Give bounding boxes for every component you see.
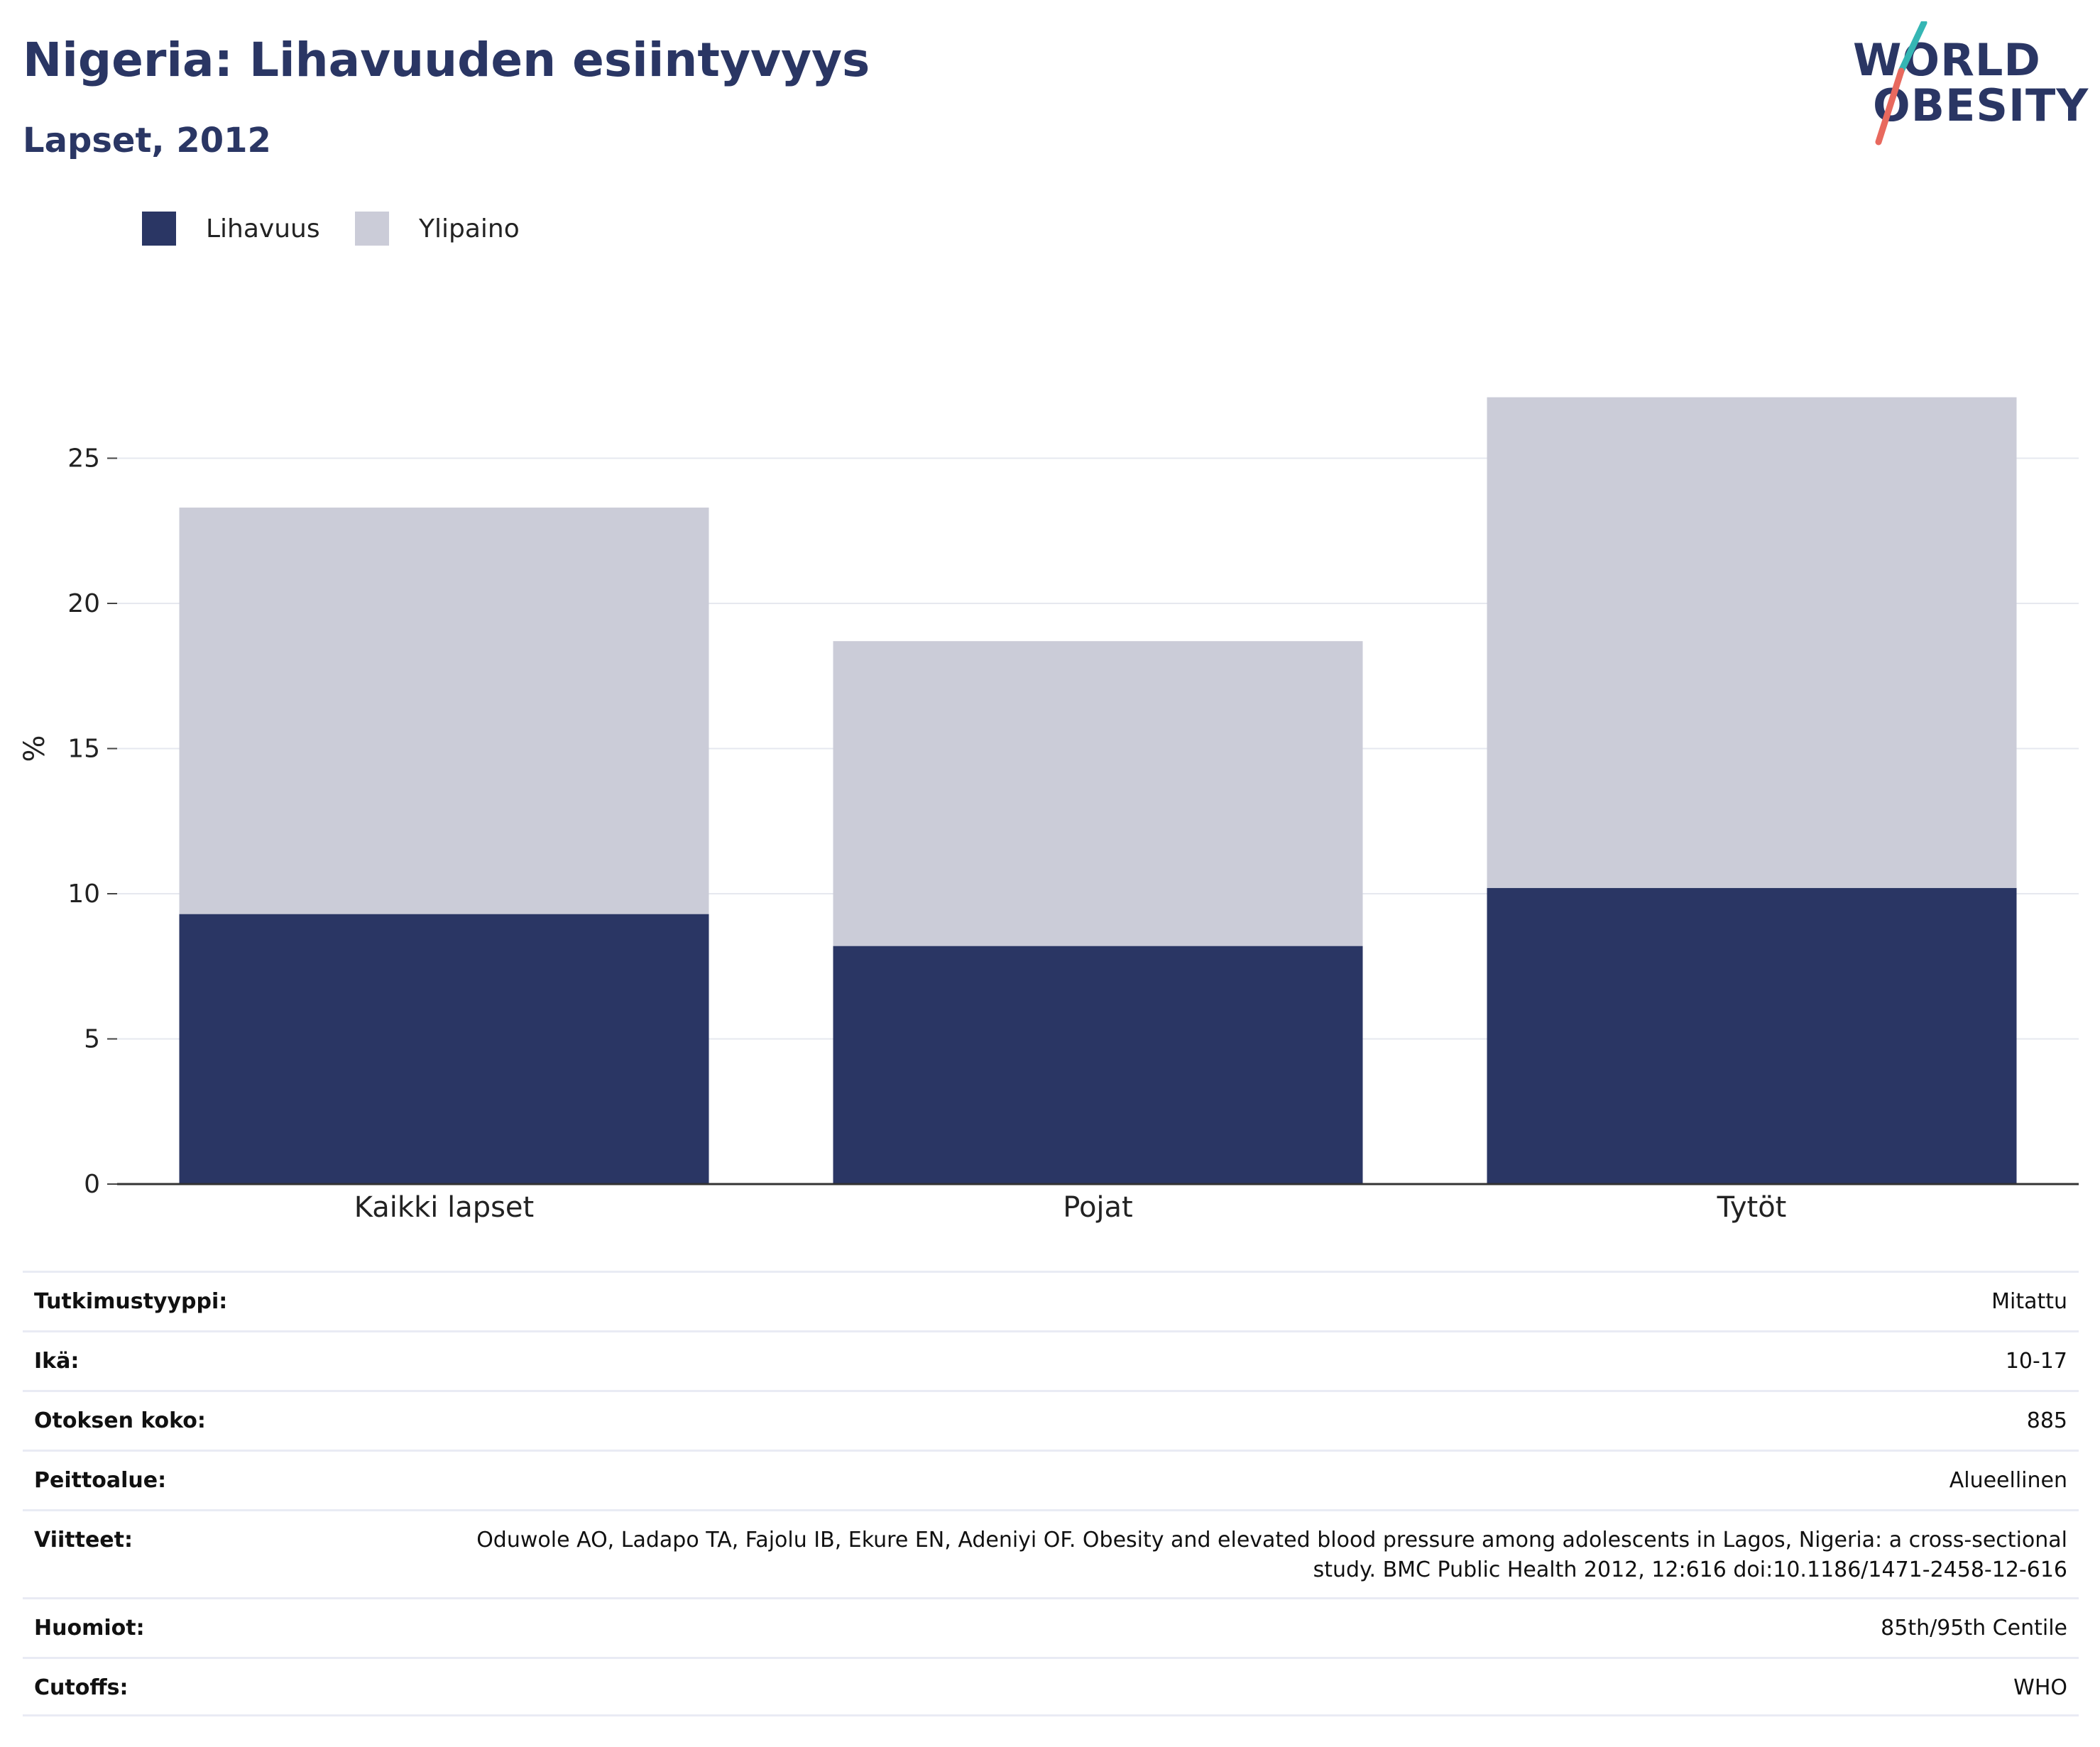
info-row-notes: Huomiot: 85th/95th Centile [23,1597,2079,1657]
info-label: Tutkimustyyppi: [34,1289,228,1314]
world-obesity-logo: WORLD OBESITY [1853,21,2088,149]
info-value: WHO [2013,1675,2067,1700]
info-value: Mitattu [1991,1289,2067,1314]
study-info-table: Tutkimustyyppi: Mitattu Ikä: 10-17 Otoks… [23,1271,2079,1716]
info-value: Oduwole AO, Ladapo TA, Fajolu IB, Ekure … [476,1528,2067,1582]
y-tick-label: 25 [67,444,100,473]
info-label: Peittoalue: [34,1468,167,1493]
info-label: Viitteet: [34,1528,133,1552]
y-tick-label: 5 [84,1025,100,1054]
chart-subtitle: Lapset, 2012 [23,121,271,160]
info-value: Alueellinen [1949,1468,2067,1493]
y-axis-label: % [18,735,51,762]
info-row-age: Ikä: 10-17 [23,1330,2079,1390]
bar-ylipaino [179,508,709,914]
bar-chart: 0 5 10 15 20 25% Kaikki lapset Pojat Tytöt [18,397,2079,1224]
info-label: Ikä: [34,1349,80,1374]
y-tick-label: 10 [67,880,100,909]
x-tick-label: Tytöt [1717,1191,1787,1224]
y-tick-label: 15 [67,735,100,764]
info-row-sample-size: Otoksen koko: 885 [23,1390,2079,1450]
bar-ylipaino [1487,397,2017,888]
info-value: 85th/95th Centile [1881,1616,2067,1641]
x-tick-label: Kaikki lapset [354,1191,534,1224]
logo-word-obesity: OBESITY [1873,80,2089,131]
bar-ylipaino [833,641,1363,946]
info-row-study-type: Tutkimustyyppi: Mitattu [23,1271,2079,1330]
legend-label-lihavuus: Lihavuus [206,214,320,243]
legend-label-ylipaino: Ylipaino [419,214,520,243]
chart-title: Nigeria: Lihavuuden esiintyvyys [23,33,870,87]
logo-slash-icon [1875,21,1927,146]
info-label: Otoksen koko: [34,1408,206,1433]
info-row-coverage: Peittoalue: Alueellinen [23,1450,2079,1509]
y-tick-label: 20 [67,589,100,618]
y-tick-label: 0 [84,1170,100,1199]
bar-lihavuus [1487,887,2017,1184]
info-value: 885 [2026,1408,2067,1433]
legend-swatch-ylipaino [355,212,389,246]
logo-word-world: WORLD [1853,34,2041,86]
info-row-references: Viitteet: Oduwole AO, Ladapo TA, Fajolu … [23,1509,2079,1597]
bar-lihavuus [179,914,709,1184]
info-label: Cutoffs: [34,1675,128,1700]
info-label: Huomiot: [34,1616,145,1641]
x-tick-label: Pojat [1063,1191,1132,1224]
info-row-cutoffs: Cutoffs: WHO [23,1657,2079,1716]
bar-lihavuus [833,946,1363,1184]
legend-swatch-lihavuus [142,212,176,246]
info-value: 10-17 [2005,1349,2067,1374]
